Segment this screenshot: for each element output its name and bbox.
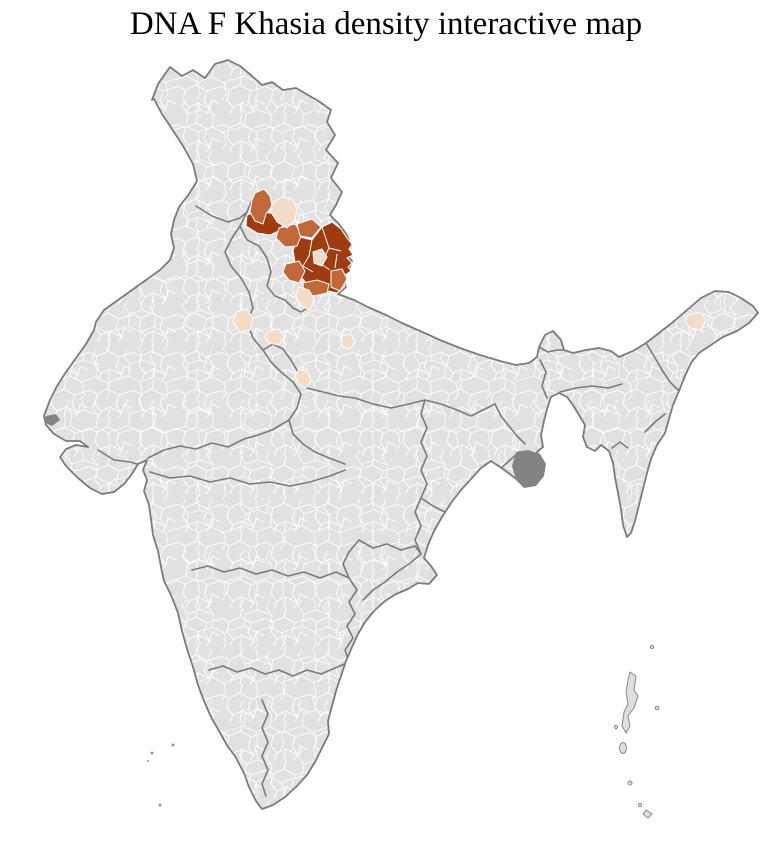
lakshadweep-islands[interactable]	[147, 743, 175, 807]
andaman-nicobar-islands[interactable]	[613, 644, 660, 819]
state-border-line	[539, 359, 548, 399]
state-border-line	[358, 539, 422, 555]
state-border-line	[344, 577, 358, 663]
state-border-line	[559, 383, 623, 393]
district-low[interactable]	[294, 368, 312, 389]
district-low[interactable]	[684, 311, 707, 331]
low-density-districts	[232, 196, 707, 389]
state-border-line	[644, 413, 666, 433]
kutch-marsh-patch	[44, 414, 60, 426]
district-medium[interactable]	[296, 218, 322, 239]
state-border-line	[645, 342, 680, 392]
medium-density-districts	[249, 188, 348, 297]
state-border-line	[208, 661, 350, 677]
district-low[interactable]	[270, 196, 298, 229]
state-border-line	[191, 565, 350, 579]
state-border-line	[342, 539, 360, 579]
district-low[interactable]	[312, 248, 328, 267]
state-border-line	[494, 403, 526, 445]
state-borders	[97, 190, 680, 797]
district-medium[interactable]	[282, 260, 306, 284]
district-low[interactable]	[232, 308, 254, 333]
state-border-line	[611, 441, 629, 449]
state-border-line	[147, 419, 290, 459]
district-medium[interactable]	[249, 188, 273, 225]
district-medium[interactable]	[275, 223, 303, 248]
state-border-line	[261, 699, 269, 797]
district-low[interactable]	[264, 328, 285, 346]
district-medium[interactable]	[330, 268, 348, 292]
page-title: DNA F Khasia density interactive map	[129, 6, 643, 42]
state-border-line	[420, 399, 428, 499]
state-border-line	[239, 225, 310, 313]
sundarbans-delta-patch	[512, 450, 546, 488]
state-border-line	[262, 349, 346, 465]
state-border-line	[306, 387, 496, 417]
district-low[interactable]	[341, 333, 356, 350]
state-border-line	[362, 497, 422, 601]
state-border-line	[538, 346, 565, 353]
district-low[interactable]	[295, 286, 315, 311]
state-border-line	[149, 469, 346, 487]
